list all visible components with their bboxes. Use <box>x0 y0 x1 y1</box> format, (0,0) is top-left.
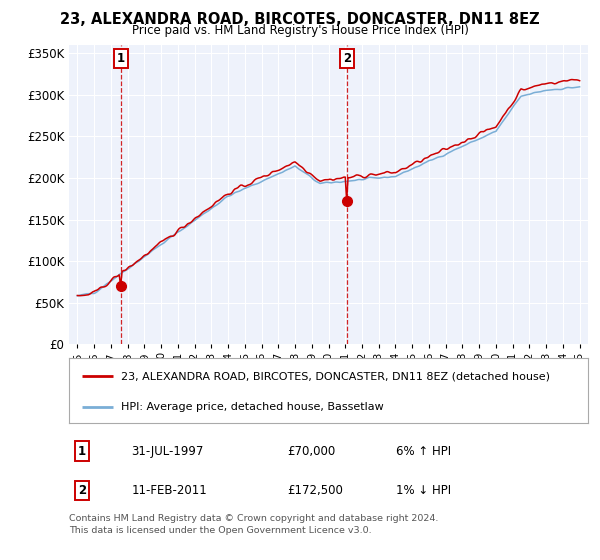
Text: 23, ALEXANDRA ROAD, BIRCOTES, DONCASTER, DN11 8EZ (detached house): 23, ALEXANDRA ROAD, BIRCOTES, DONCASTER,… <box>121 371 550 381</box>
Text: 1: 1 <box>116 52 125 66</box>
Text: Price paid vs. HM Land Registry's House Price Index (HPI): Price paid vs. HM Land Registry's House … <box>131 24 469 36</box>
Text: 23, ALEXANDRA ROAD, BIRCOTES, DONCASTER, DN11 8EZ: 23, ALEXANDRA ROAD, BIRCOTES, DONCASTER,… <box>60 12 540 27</box>
Text: 2: 2 <box>78 484 86 497</box>
Text: 1% ↓ HPI: 1% ↓ HPI <box>396 484 451 497</box>
Text: Contains HM Land Registry data © Crown copyright and database right 2024.
This d: Contains HM Land Registry data © Crown c… <box>69 514 439 535</box>
Text: 6% ↑ HPI: 6% ↑ HPI <box>396 445 451 458</box>
Text: 11-FEB-2011: 11-FEB-2011 <box>131 484 207 497</box>
Text: 2: 2 <box>343 52 352 66</box>
Text: HPI: Average price, detached house, Bassetlaw: HPI: Average price, detached house, Bass… <box>121 402 383 412</box>
Text: £70,000: £70,000 <box>287 445 335 458</box>
Text: 31-JUL-1997: 31-JUL-1997 <box>131 445 203 458</box>
Text: £172,500: £172,500 <box>287 484 343 497</box>
Text: 1: 1 <box>78 445 86 458</box>
